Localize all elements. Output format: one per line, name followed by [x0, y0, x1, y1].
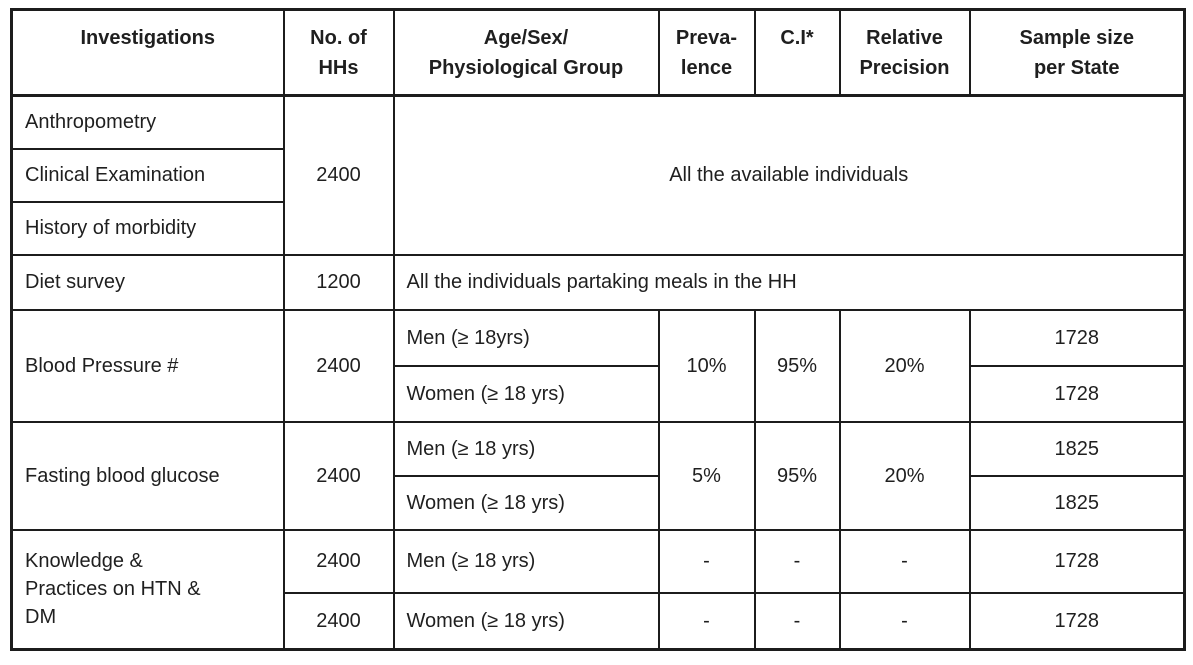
- header-investigations: Investigations: [10, 8, 285, 97]
- table-row: Anthropometry 2400 All the available ind…: [10, 94, 1186, 256]
- cell-ci-knowledge-men: -: [753, 528, 841, 594]
- cell-hhs-fasting-blood-glucose: 2400: [282, 420, 395, 531]
- cell-group-fasting-glucose-men: Men (≥ 18 yrs): [392, 420, 660, 477]
- cell-sample-knowledge-men: 1728: [968, 528, 1186, 594]
- cell-group-blood-pressure-men: Men (≥ 18yrs): [392, 308, 660, 367]
- cell-hhs-knowledge-men: 2400: [282, 528, 395, 594]
- table-row: Fasting blood glucose 2400 Men (≥ 18 yrs…: [10, 420, 1186, 531]
- cell-ci-blood-pressure: 95%: [753, 308, 841, 423]
- cell-investigation-anthropometry: Anthropometry: [10, 94, 285, 150]
- cell-investigation-fasting-blood-glucose: Fasting blood glucose: [10, 420, 285, 531]
- cell-hhs-anthropometry-block: 2400: [282, 94, 395, 256]
- cell-prevalence-blood-pressure: 10%: [657, 308, 756, 423]
- table-header: Investigations No. of HHs Age/Sex/ Physi…: [10, 8, 1186, 97]
- cell-group-diet-survey: All the individuals partaking meals in t…: [392, 253, 1186, 311]
- cell-hhs-diet-survey: 1200: [282, 253, 395, 311]
- cell-prevalence-fasting-glucose: 5%: [657, 420, 756, 531]
- cell-investigation-clinical-examination: Clinical Examination: [10, 147, 285, 203]
- cell-investigation-history-of-morbidity: History of morbidity: [10, 200, 285, 256]
- cell-sample-fasting-glucose-women: 1825: [968, 474, 1186, 531]
- header-sample-size: Sample size per State: [968, 8, 1186, 97]
- table-row: Women (≥ 18 yrs) 1825: [12, 474, 1186, 531]
- table-body: Anthropometry 2400 All the available ind…: [10, 94, 1186, 651]
- cell-sample-blood-pressure-women: 1728: [968, 364, 1186, 423]
- table-row: Clinical Examination: [10, 147, 1185, 203]
- cell-group-knowledge-men: Men (≥ 18 yrs): [392, 528, 660, 594]
- table-row: Women (≥ 18 yrs) 1728: [12, 364, 1186, 423]
- cell-precision-knowledge-women: -: [838, 591, 971, 651]
- cell-ci-knowledge-women: -: [753, 591, 841, 651]
- cell-group-blood-pressure-women: Women (≥ 18 yrs): [392, 364, 660, 423]
- header-relative-precision: Relative Precision: [838, 8, 971, 97]
- cell-precision-blood-pressure: 20%: [838, 308, 971, 423]
- cell-hhs-blood-pressure: 2400: [282, 308, 395, 423]
- cell-precision-knowledge-men: -: [838, 528, 971, 594]
- cell-hhs-knowledge-women: 2400: [282, 591, 395, 651]
- table-row: Blood Pressure # 2400 Men (≥ 18yrs) 10% …: [10, 308, 1186, 423]
- cell-investigation-knowledge-practices: Knowledge & Practices on HTN & DM: [10, 528, 285, 651]
- cell-group-knowledge-women: Women (≥ 18 yrs): [392, 591, 660, 651]
- header-no-of-hhs: No. of HHs: [282, 8, 395, 97]
- cell-sample-knowledge-women: 1728: [968, 591, 1186, 651]
- survey-design-table: Investigations No. of HHs Age/Sex/ Physi…: [10, 8, 1186, 651]
- header-ci: C.I*: [753, 8, 841, 97]
- header-prevalence: Preva- lence: [657, 8, 756, 97]
- cell-group-fasting-glucose-women: Women (≥ 18 yrs): [392, 474, 660, 531]
- header-row: Investigations No. of HHs Age/Sex/ Physi…: [10, 8, 1186, 97]
- cell-ci-fasting-glucose: 95%: [753, 420, 841, 531]
- table-row: Diet survey 1200 All the individuals par…: [10, 253, 1186, 311]
- cell-investigation-blood-pressure: Blood Pressure #: [10, 308, 285, 423]
- table-row: Knowledge & Practices on HTN & DM 2400 M…: [10, 528, 1186, 651]
- table-row: History of morbidity: [10, 200, 1185, 256]
- cell-prevalence-knowledge-women: -: [657, 591, 756, 651]
- cell-group-anthropometry-block: All the available individuals: [392, 94, 1186, 256]
- cell-investigation-diet-survey: Diet survey: [10, 253, 285, 311]
- cell-sample-blood-pressure-men: 1728: [968, 308, 1186, 367]
- cell-precision-fasting-glucose: 20%: [838, 420, 971, 531]
- header-age-sex-group: Age/Sex/ Physiological Group: [392, 8, 660, 97]
- cell-sample-fasting-glucose-men: 1825: [968, 420, 1186, 477]
- table-row: 2400 Women (≥ 18 yrs) - - - 1728: [12, 591, 1186, 651]
- cell-prevalence-knowledge-men: -: [657, 528, 756, 594]
